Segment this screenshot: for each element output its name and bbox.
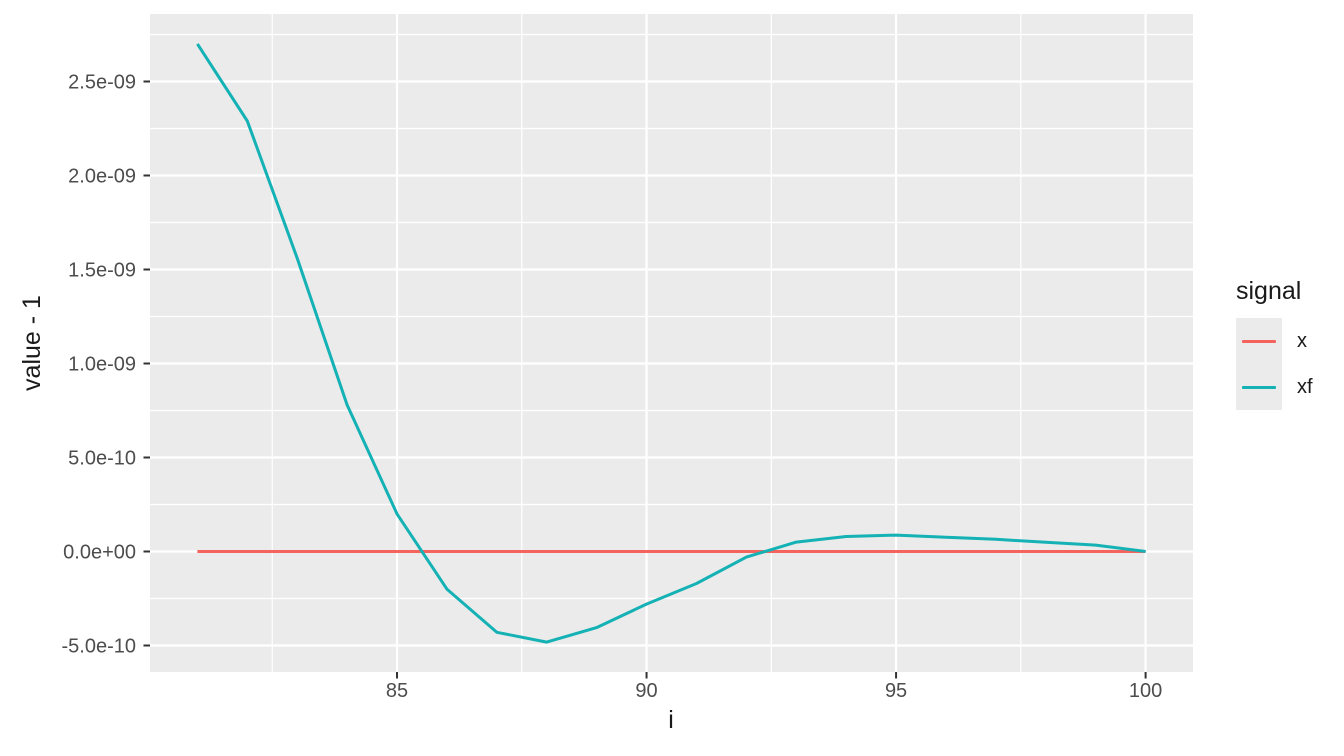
x-tick-labels: 85 90 95 100 bbox=[386, 680, 1162, 702]
legend-key-swatch bbox=[1236, 364, 1282, 410]
legend-entry-xf: xf bbox=[1236, 364, 1313, 410]
legend-label: x bbox=[1297, 329, 1307, 352]
legend-key-line-icon bbox=[1242, 339, 1276, 343]
minor-gridlines bbox=[150, 14, 1193, 672]
legend-key-line-icon bbox=[1242, 385, 1276, 389]
x-axis-title: i bbox=[668, 706, 674, 734]
axis-ticks bbox=[143, 80, 1147, 679]
legend-key-swatch bbox=[1236, 318, 1282, 364]
y-tick-label: -5.0e-10 bbox=[62, 635, 137, 657]
x-tick-label: 95 bbox=[885, 680, 907, 702]
y-tick-label: 2.5e-09 bbox=[68, 71, 136, 93]
legend-entry-x: x bbox=[1236, 318, 1313, 364]
legend: signal x xf bbox=[1236, 276, 1313, 410]
y-tick-label: 1.0e-09 bbox=[68, 353, 136, 375]
y-tick-labels: 2.5e-09 2.0e-09 1.5e-09 1.0e-09 5.0e-10 0.0e+… bbox=[62, 71, 137, 657]
legend-title: signal bbox=[1236, 277, 1302, 305]
plot-panel bbox=[150, 14, 1193, 672]
x-tick-label: 100 bbox=[1129, 680, 1162, 702]
series-line-xf bbox=[196, 43, 1146, 644]
y-tick-label: 5.0e-10 bbox=[68, 447, 136, 469]
y-tick-label: 1.5e-09 bbox=[68, 259, 136, 281]
legend-label: xf bbox=[1297, 375, 1313, 398]
x-tick-label: 90 bbox=[635, 680, 657, 702]
y-tick-label: 0.0e+00 bbox=[63, 541, 136, 563]
x-tick-label: 85 bbox=[386, 680, 408, 702]
y-axis-title: value - 1 bbox=[18, 295, 46, 391]
y-tick-label: 2.0e-09 bbox=[68, 165, 136, 187]
